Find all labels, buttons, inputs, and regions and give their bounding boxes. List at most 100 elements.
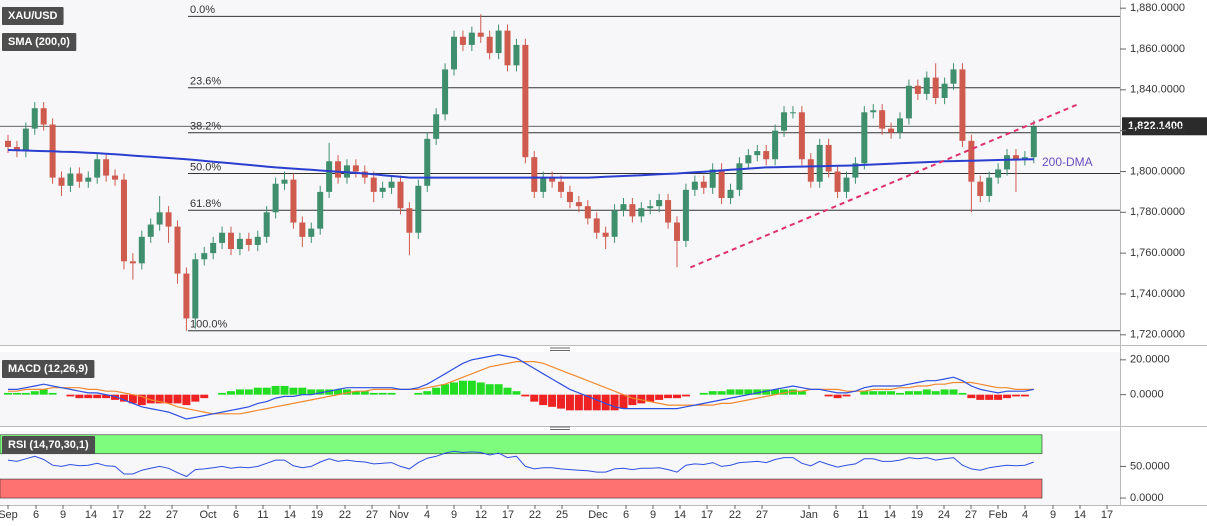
candle-body xyxy=(718,169,725,199)
panel-label: MACD (12,26,9) xyxy=(2,360,95,378)
label-box xyxy=(2,33,77,51)
resize-handle[interactable] xyxy=(550,347,570,430)
y-tick-label: 1,840.0000 xyxy=(1130,84,1185,96)
histogram-bar xyxy=(869,391,878,395)
x-tick-label: 9 xyxy=(451,509,457,521)
x-tick-label: Nov xyxy=(389,509,409,521)
candle-body xyxy=(745,155,752,164)
candle-body xyxy=(941,83,948,98)
candle-body xyxy=(932,77,939,98)
histogram-bar xyxy=(458,380,467,395)
candle-body xyxy=(798,112,805,160)
histogram-bar xyxy=(583,394,592,411)
histogram-bar xyxy=(128,394,137,404)
histogram-bar xyxy=(601,394,610,411)
histogram-bar xyxy=(922,389,931,395)
histogram-bar xyxy=(494,384,503,395)
histogram-bar xyxy=(548,394,557,407)
candle-body xyxy=(486,36,493,54)
candle-body xyxy=(5,140,11,147)
y-tick-label: 0.0000 xyxy=(1130,389,1164,401)
candle-body xyxy=(272,183,279,213)
candle-body xyxy=(112,175,119,180)
candle-body xyxy=(1004,155,1011,170)
candle-body xyxy=(290,179,297,223)
candle-body xyxy=(897,118,903,133)
histogram-bar xyxy=(539,394,548,406)
candle-body xyxy=(923,77,930,94)
y-tick-label: 1,760.0000 xyxy=(1130,247,1185,259)
candle-body xyxy=(504,30,511,66)
histogram-bar xyxy=(985,394,994,400)
candle-body xyxy=(558,181,565,192)
x-tick-label: 4 xyxy=(424,509,430,521)
rsi-line xyxy=(7,450,1034,478)
fib-label: 23.6% xyxy=(190,76,221,88)
candle-body xyxy=(959,69,966,141)
candle-body xyxy=(326,161,333,192)
histogram-bar xyxy=(842,394,851,397)
label-box xyxy=(2,7,64,25)
candle-body xyxy=(727,189,734,199)
candle-body xyxy=(120,179,127,262)
histogram-bar xyxy=(200,394,209,399)
candle-body xyxy=(22,128,29,152)
candle-body xyxy=(468,32,475,45)
y-tick-label: 1,800.0000 xyxy=(1130,165,1185,177)
candle-body xyxy=(682,189,689,241)
histogram-bar xyxy=(610,394,619,411)
histogram-bar xyxy=(958,392,967,395)
candle-body xyxy=(656,200,663,207)
histogram-bar xyxy=(441,384,450,395)
candle-body xyxy=(245,238,252,245)
histogram-bar xyxy=(316,389,325,395)
panel-label: RSI (14,70,30,1) xyxy=(2,436,96,454)
histogram-bar xyxy=(833,394,842,399)
y-tick-label: 20.0000 xyxy=(1130,354,1170,366)
candle-body xyxy=(584,206,591,219)
histogram-bar xyxy=(325,389,334,395)
candle-body xyxy=(736,163,743,190)
histogram-bar xyxy=(450,382,458,395)
x-tick-label: 14 xyxy=(1074,509,1086,521)
candle-body xyxy=(700,181,707,188)
histogram-bar xyxy=(75,394,84,399)
x-tick-label: 27 xyxy=(965,509,977,521)
candle-body xyxy=(459,36,466,45)
fib-label: 100.0% xyxy=(190,319,228,331)
histogram-bar xyxy=(182,394,191,406)
histogram-bar xyxy=(12,392,21,395)
histogram-bar xyxy=(334,389,343,395)
x-tick-label: 14 xyxy=(284,509,296,521)
histogram-bar xyxy=(628,394,637,406)
candle-body xyxy=(888,128,895,133)
histogram-bar xyxy=(1011,394,1020,397)
histogram-bar xyxy=(681,394,690,397)
candle-body xyxy=(236,238,243,250)
candle-body xyxy=(433,114,440,139)
histogram-bar xyxy=(574,394,583,411)
candle-body xyxy=(361,171,368,178)
x-tick-label: Feb xyxy=(989,509,1008,521)
candle-body xyxy=(522,44,529,158)
y-tick-label: 1,740.0000 xyxy=(1130,288,1185,300)
candle-body xyxy=(254,236,261,245)
candle-body xyxy=(477,32,484,37)
x-tick-label: 25 xyxy=(556,509,568,521)
fib-label: 61.8% xyxy=(190,198,221,210)
candle-body xyxy=(138,236,145,264)
candle-body xyxy=(629,204,636,217)
x-tick-label: 19 xyxy=(911,509,923,521)
candle-body xyxy=(950,69,957,84)
candle-body xyxy=(914,85,921,94)
oversold-band xyxy=(0,478,1043,499)
y-tick-label: 1,780.0000 xyxy=(1130,206,1185,218)
histogram-bar xyxy=(824,394,833,397)
x-tick-label: 17 xyxy=(701,509,713,521)
candle-body xyxy=(852,163,859,178)
candle-body xyxy=(192,259,199,319)
histogram-bar xyxy=(887,391,896,395)
y-tick-label: 1,880.0000 xyxy=(1130,2,1185,14)
histogram-bar xyxy=(307,389,316,395)
candle-body xyxy=(772,130,779,160)
